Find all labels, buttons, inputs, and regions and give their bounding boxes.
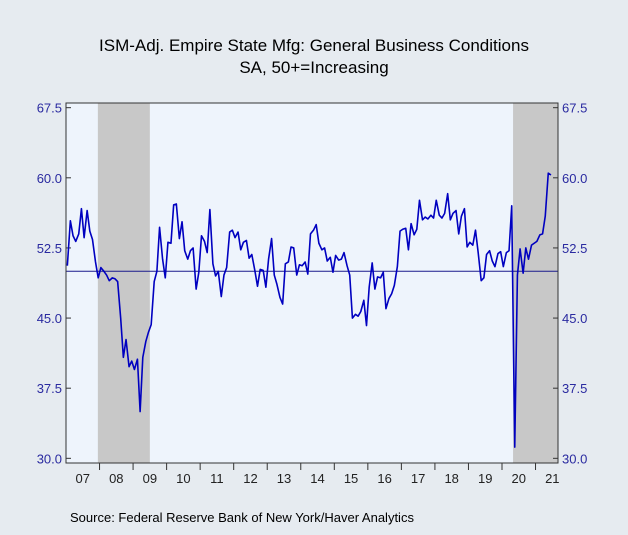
x-tick-label: 09 bbox=[143, 471, 157, 486]
y-tick-label: 37.5 bbox=[37, 381, 62, 396]
y2-tick-label: 45.0 bbox=[562, 311, 587, 326]
source-note: Source: Federal Reserve Bank of New York… bbox=[70, 510, 414, 525]
x-tick-label: 15 bbox=[344, 471, 358, 486]
y-tick-label: 45.0 bbox=[37, 311, 62, 326]
y2-tick-label: 67.5 bbox=[562, 101, 587, 116]
x-tick-label: 18 bbox=[444, 471, 458, 486]
x-tick-label: 12 bbox=[243, 471, 257, 486]
x-tick-label: 11 bbox=[210, 471, 224, 486]
x-tick-label: 19 bbox=[478, 471, 492, 486]
x-tick-label: 07 bbox=[76, 471, 90, 486]
x-tick-label: 17 bbox=[411, 471, 425, 486]
x-tick-label: 16 bbox=[377, 471, 391, 486]
y2-tick-label: 37.5 bbox=[562, 381, 587, 396]
y2-tick-label: 60.0 bbox=[562, 171, 587, 186]
data-line bbox=[66, 172, 552, 448]
x-tick-label: 21 bbox=[545, 471, 559, 486]
y-tick-label: 67.5 bbox=[37, 101, 62, 116]
recession-shade bbox=[97, 103, 150, 463]
chart-title: ISM-Adj. Empire State Mfg: General Busin… bbox=[99, 36, 529, 55]
x-tick-label: 20 bbox=[512, 471, 526, 486]
y2-tick-label: 30.0 bbox=[562, 451, 587, 466]
y-tick-label: 52.5 bbox=[37, 241, 62, 256]
plot-border bbox=[65, 102, 559, 464]
chart-subtitle: SA, 50+=Increasing bbox=[239, 58, 388, 77]
y-tick-label: 30.0 bbox=[37, 451, 62, 466]
x-tick-label: 13 bbox=[277, 471, 291, 486]
x-tick-label: 10 bbox=[176, 471, 190, 486]
recession-shade bbox=[513, 103, 558, 463]
y-tick-label: 60.0 bbox=[37, 171, 62, 186]
y2-tick-label: 52.5 bbox=[562, 241, 587, 256]
x-tick-label: 08 bbox=[109, 471, 123, 486]
x-tick-label: 14 bbox=[310, 471, 324, 486]
